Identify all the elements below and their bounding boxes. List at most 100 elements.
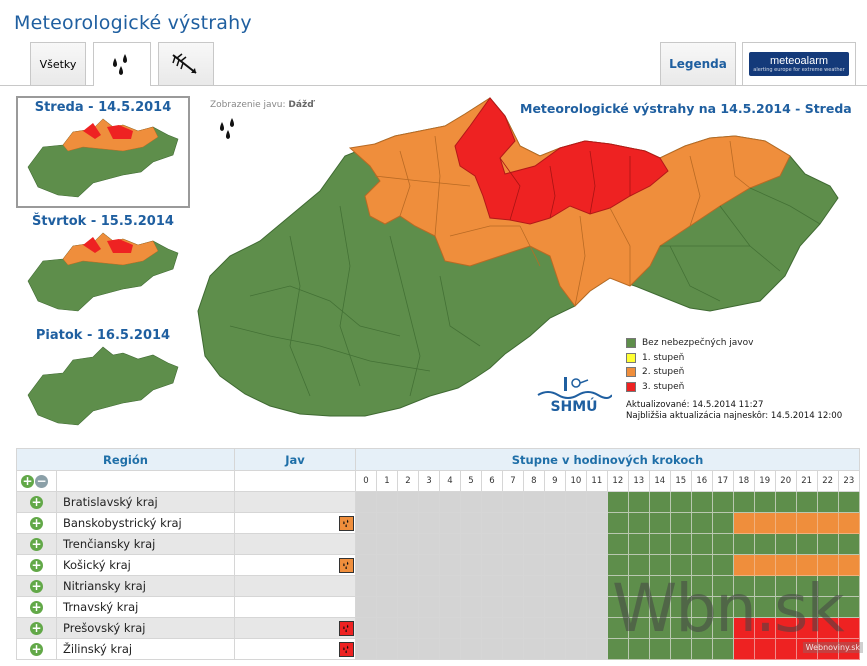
meteoalarm-link[interactable]: meteoalarm alerting europe for extreme w… — [742, 42, 856, 85]
hour-level-cell — [795, 617, 818, 639]
hour-level-cell — [501, 533, 524, 555]
hour-header: 6 — [480, 470, 503, 492]
tab-wind[interactable] — [158, 42, 214, 85]
rain-warning-icon[interactable] — [339, 557, 355, 573]
hour-level-cell — [753, 512, 776, 534]
hour-header: 18 — [732, 470, 755, 492]
table-row[interactable]: + Trenčiansky kraj — [16, 533, 861, 555]
meteoalarm-title: meteoalarm — [769, 55, 829, 67]
wind-icon — [172, 53, 197, 74]
hour-header: 7 — [501, 470, 524, 492]
hour-level-cell — [669, 554, 692, 576]
collapse-all-icon[interactable]: − — [35, 473, 48, 488]
expand-cell: + — [16, 596, 57, 618]
hour-level-cell — [564, 596, 587, 618]
hour-level-cell — [355, 512, 377, 534]
jav-cell — [234, 638, 357, 660]
expand-row-icon[interactable]: + — [30, 515, 43, 530]
day-title: Piatok - 16.5.2014 — [35, 328, 171, 343]
hour-level-cell — [564, 533, 587, 555]
hour-level-cell — [648, 533, 671, 555]
hour-level-cell — [355, 533, 377, 555]
day-panel-friday[interactable]: Piatok - 16.5.2014 — [16, 326, 190, 430]
watermark-small: Webnoviny.sk — [802, 642, 863, 653]
tab-legend[interactable]: Legenda — [660, 42, 736, 85]
hour-level-cell — [732, 491, 755, 513]
rain-warning-icon[interactable] — [339, 641, 355, 657]
hour-level-cell — [459, 533, 482, 555]
expand-row-icon[interactable]: + — [30, 641, 43, 656]
hour-level-cell — [585, 491, 608, 513]
expand-cell: + — [16, 638, 57, 660]
expand-row-icon[interactable]: + — [30, 599, 43, 614]
hour-level-cell — [816, 596, 839, 618]
table-row[interactable]: + Bratislavský kraj — [16, 491, 861, 513]
hour-level-cell — [648, 575, 671, 597]
slovakia-warning-map[interactable] — [190, 96, 850, 426]
hour-level-cell — [669, 512, 692, 534]
tab-all[interactable]: Všetky — [30, 42, 86, 85]
hour-level-cell — [501, 575, 524, 597]
hour-level-cell — [564, 575, 587, 597]
legend-item: Bez nebezpečných javov — [626, 336, 753, 351]
hour-level-cell — [585, 554, 608, 576]
hour-level-cell — [564, 617, 587, 639]
hour-level-cell — [396, 554, 419, 576]
hour-level-cell — [774, 491, 797, 513]
expand-row-icon[interactable]: + — [30, 494, 43, 509]
table-row[interactable]: + Prešovský kraj — [16, 617, 861, 639]
expand-all-icon[interactable]: + — [21, 473, 34, 488]
table-row[interactable]: + Nitriansky kraj — [16, 575, 861, 597]
table-row[interactable]: + Banskobystrický kraj — [16, 512, 861, 534]
hour-level-cell — [396, 512, 419, 534]
hour-level-cell — [711, 638, 734, 660]
hour-level-cell — [438, 638, 461, 660]
hour-level-cell — [669, 491, 692, 513]
hour-level-cell — [816, 512, 839, 534]
legend-label: 1. stupeň — [642, 352, 685, 363]
day-panel-thursday[interactable]: Štvrtok - 15.5.2014 — [16, 212, 190, 318]
hour-level-cell — [753, 533, 776, 555]
hour-level-cell — [376, 512, 398, 534]
region-name: Prešovský kraj — [55, 617, 236, 639]
hour-header: 10 — [564, 470, 587, 492]
expand-row-icon[interactable]: + — [30, 557, 43, 572]
rain-warning-icon[interactable] — [339, 620, 355, 636]
expand-row-icon[interactable]: + — [30, 536, 43, 551]
hour-level-cell — [585, 533, 608, 555]
hour-level-cell — [816, 575, 839, 597]
table-row[interactable]: + Košický kraj — [16, 554, 861, 576]
expand-cell: + — [16, 491, 57, 513]
hour-level-cell — [522, 533, 545, 555]
hour-level-cell — [753, 491, 776, 513]
hour-level-cell — [501, 596, 524, 618]
hour-header: 20 — [774, 470, 797, 492]
hour-level-cell — [795, 512, 818, 534]
hour-level-cell — [627, 512, 650, 534]
hour-level-cell — [417, 554, 440, 576]
hour-level-cell — [774, 596, 797, 618]
day-panel-wednesday[interactable]: Streda - 14.5.2014 — [16, 96, 190, 208]
tab-rain[interactable] — [93, 42, 151, 86]
hour-level-cell — [774, 554, 797, 576]
jav-cell — [234, 491, 357, 513]
rain-drops-icon — [220, 118, 234, 139]
hour-level-cell — [837, 491, 861, 513]
hour-level-cell — [355, 491, 377, 513]
rain-warning-icon[interactable] — [339, 515, 355, 531]
table-row[interactable]: + Žilinský kraj — [16, 638, 861, 660]
table-row[interactable]: + Trnavský kraj — [16, 596, 861, 618]
tab-bar: Všetky Legenda meteoalarm alerting europ… — [0, 42, 867, 86]
expand-row-icon[interactable]: + — [30, 620, 43, 635]
hour-header: 1 — [376, 470, 398, 492]
hour-header: 9 — [543, 470, 566, 492]
region-name: Nitriansky kraj — [55, 575, 236, 597]
hour-level-cell — [564, 554, 587, 576]
expand-row-icon[interactable]: + — [30, 578, 43, 593]
hour-header: 2 — [396, 470, 419, 492]
hour-level-cell — [816, 491, 839, 513]
hour-level-cell — [501, 554, 524, 576]
hour-level-cell — [837, 533, 861, 555]
hour-level-cell — [417, 617, 440, 639]
hour-level-cell — [837, 617, 861, 639]
